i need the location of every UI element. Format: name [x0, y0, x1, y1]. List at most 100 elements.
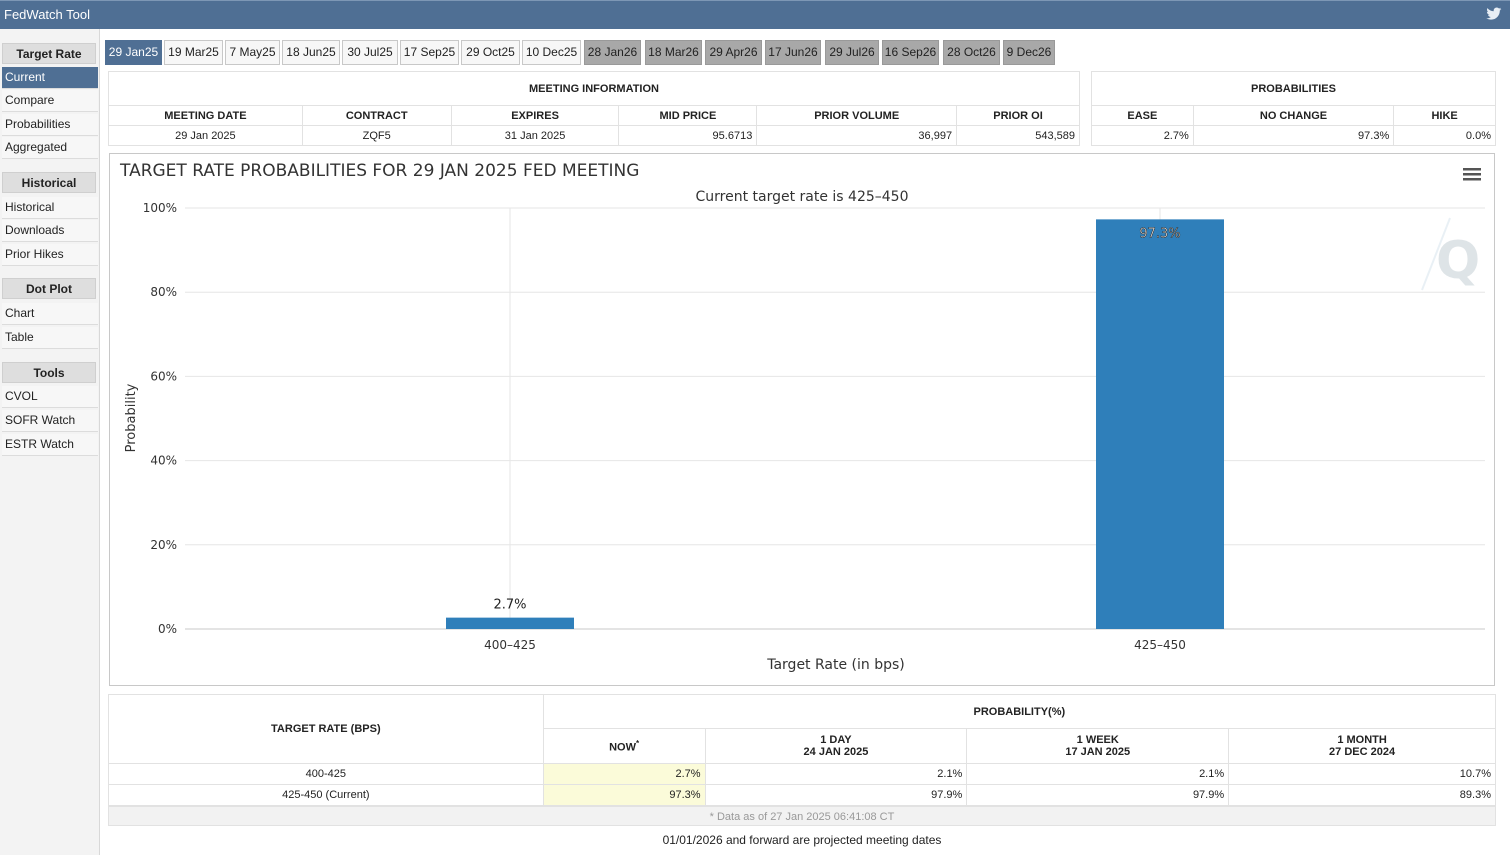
tab-meeting[interactable]: 7 May25: [225, 40, 280, 65]
column-header: MID PRICE: [618, 105, 758, 126]
menu-icon[interactable]: [1463, 168, 1481, 181]
column-header-1-week: 1 WEEK 17 JAN 2025: [966, 728, 1230, 764]
sidebar-item-cvol[interactable]: CVOL: [2, 386, 98, 408]
probability-header: PROBABILITY(%): [542, 694, 1497, 729]
now-label: NOW: [609, 741, 636, 754]
bar[interactable]: [446, 617, 574, 629]
no-change-value: 97.3%: [1192, 125, 1395, 146]
column-header: CONTRACT: [301, 105, 452, 126]
bar[interactable]: [1096, 219, 1224, 629]
one-month-cell: 10.7%: [1228, 763, 1496, 785]
tab-meeting-projected[interactable]: 17 Jun26: [765, 40, 821, 65]
y-axis: 0% 20% 40% 60% 80% 100%: [143, 201, 177, 636]
column-header-now: NOW*: [542, 728, 706, 764]
twitter-icon[interactable]: [1486, 7, 1502, 21]
data-label: 97.3%: [1139, 226, 1180, 241]
hike-value: 0.0%: [1393, 125, 1496, 146]
rate-cell: 400-425: [108, 763, 544, 785]
contract-value: ZQF5: [301, 125, 452, 146]
y-tick-label: 80%: [150, 285, 177, 299]
sidebar-item-downloads[interactable]: Downloads: [2, 220, 98, 242]
column-label: 1 MONTH: [1337, 734, 1387, 746]
y-tick-label: 40%: [150, 454, 177, 468]
chart-panel: TARGET RATE PROBABILITIES FOR 29 JAN 202…: [109, 153, 1495, 686]
sidebar-heading-dot-plot[interactable]: Dot Plot: [2, 278, 96, 299]
column-header: EXPIRES: [450, 105, 620, 126]
tab-meeting[interactable]: 29 Oct25: [461, 40, 520, 65]
one-week-cell: 2.1%: [966, 763, 1230, 785]
column-date: 17 JAN 2025: [1065, 746, 1131, 758]
sidebar-item-sofr-watch[interactable]: SOFR Watch: [2, 410, 98, 432]
column-date: 27 DEC 2024: [1329, 746, 1396, 758]
sidebar-item-estr-watch[interactable]: ESTR Watch: [2, 434, 98, 456]
sidebar-item-chart[interactable]: Chart: [2, 303, 98, 325]
watermark-logo: Q: [1421, 217, 1480, 291]
tab-meeting-projected[interactable]: 9 Dec26: [1003, 40, 1055, 65]
chart-subtitle: Current target rate is 425–450: [695, 189, 908, 205]
x-tick-label: 400–425: [484, 638, 536, 652]
meeting-date-value: 29 Jan 2025: [108, 125, 303, 146]
y-tick-label: 20%: [150, 538, 177, 552]
probability-chart: TARGET RATE PROBABILITIES FOR 29 JAN 202…: [119, 161, 1485, 673]
table-row: 425-450 (Current) 97.3% 97.9% 97.9% 89.3…: [108, 784, 1496, 806]
sidebar-item-aggregated[interactable]: Aggregated: [2, 137, 98, 159]
column-header-1-month: 1 MONTH 27 DEC 2024: [1228, 728, 1496, 764]
top-bar: FedWatch Tool: [0, 0, 1510, 29]
sidebar-item-table[interactable]: Table: [2, 327, 98, 349]
sidebar-heading-target-rate[interactable]: Target Rate: [2, 43, 96, 64]
column-header: PRIOR OI: [956, 105, 1080, 126]
prior-volume-value: 36,997: [756, 125, 958, 146]
tab-meeting[interactable]: 10 Dec25: [522, 40, 581, 65]
expires-value: 31 Jan 2025: [450, 125, 620, 146]
svg-text:Q: Q: [1436, 231, 1480, 291]
now-footnote-marker: *: [635, 738, 640, 748]
app-title: FedWatch Tool: [4, 7, 90, 22]
chart-grid: [185, 207, 1485, 630]
tab-meeting[interactable]: 30 Jul25: [342, 40, 398, 65]
now-cell: 2.7%: [542, 763, 706, 785]
rate-cell: 425-450 (Current): [108, 784, 544, 806]
one-week-cell: 97.9%: [966, 784, 1230, 806]
sidebar-item-prior-hikes[interactable]: Prior Hikes: [2, 244, 98, 266]
sidebar-item-probabilities[interactable]: Probabilities: [2, 114, 98, 136]
tab-meeting-projected[interactable]: 28 Jan26: [584, 40, 641, 65]
column-label: 1 DAY: [820, 734, 852, 746]
sidebar-item-current[interactable]: Current: [2, 67, 98, 89]
tab-meeting[interactable]: 19 Mar25: [164, 40, 223, 65]
tab-meeting[interactable]: 17 Sep25: [400, 40, 459, 65]
projected-dates-footer: 01/01/2026 and forward are projected mee…: [662, 833, 942, 847]
sidebar-heading-tools[interactable]: Tools: [2, 362, 96, 383]
y-tick-label: 100%: [143, 201, 177, 215]
probabilities-title: PROBABILITIES: [1091, 71, 1496, 106]
tab-meeting-projected[interactable]: 16 Sep26: [882, 40, 939, 65]
sidebar-heading-historical[interactable]: Historical: [2, 172, 96, 193]
column-header: PRIOR VOLUME: [756, 105, 958, 126]
sidebar-item-historical[interactable]: Historical: [2, 197, 98, 219]
x-axis: 400–425 425–450: [484, 638, 1186, 652]
one-month-cell: 89.3%: [1228, 784, 1496, 806]
sidebar: Target Rate Current Compare Probabilitie…: [0, 29, 100, 855]
tab-meeting[interactable]: 18 Jun25: [282, 40, 340, 65]
target-rate-probability-table: TARGET RATE (BPS) PROBABILITY(%) NOW* 1 …: [108, 694, 1497, 806]
column-date: 24 JAN 2025: [803, 746, 869, 758]
data-timestamp-note: * Data as of 27 Jan 2025 06:41:08 CT: [108, 806, 1496, 826]
tab-meeting-projected[interactable]: 28 Oct26: [943, 40, 1000, 65]
x-axis-label: Target Rate (in bps): [766, 657, 905, 673]
sidebar-item-compare[interactable]: Compare: [2, 90, 98, 112]
chart-title: TARGET RATE PROBABILITIES FOR 29 JAN 202…: [119, 161, 639, 181]
meeting-info-table: MEETING INFORMATION MEETING DATE CONTRAC…: [108, 71, 1080, 146]
chart-bars: 2.7% 97.3%: [446, 219, 1224, 629]
tab-meeting-projected[interactable]: 29 Jul26: [825, 40, 879, 65]
y-tick-label: 60%: [150, 369, 177, 383]
tab-meeting-projected[interactable]: 29 Apr26: [705, 40, 762, 65]
one-day-cell: 97.9%: [704, 784, 968, 806]
now-cell: 97.3%: [542, 784, 706, 806]
column-header-1-day: 1 DAY 24 JAN 2025: [704, 728, 968, 764]
y-tick-label: 0%: [158, 622, 177, 636]
tab-meeting-projected[interactable]: 18 Mar26: [645, 40, 702, 65]
tab-meeting[interactable]: 29 Jan25: [105, 40, 162, 65]
column-header: MEETING DATE: [108, 105, 303, 126]
probabilities-table: PROBABILITIES EASE NO CHANGE HIKE 2.7% 9…: [1091, 71, 1496, 146]
x-tick-label: 425–450: [1134, 638, 1186, 652]
column-header: EASE: [1091, 105, 1194, 126]
